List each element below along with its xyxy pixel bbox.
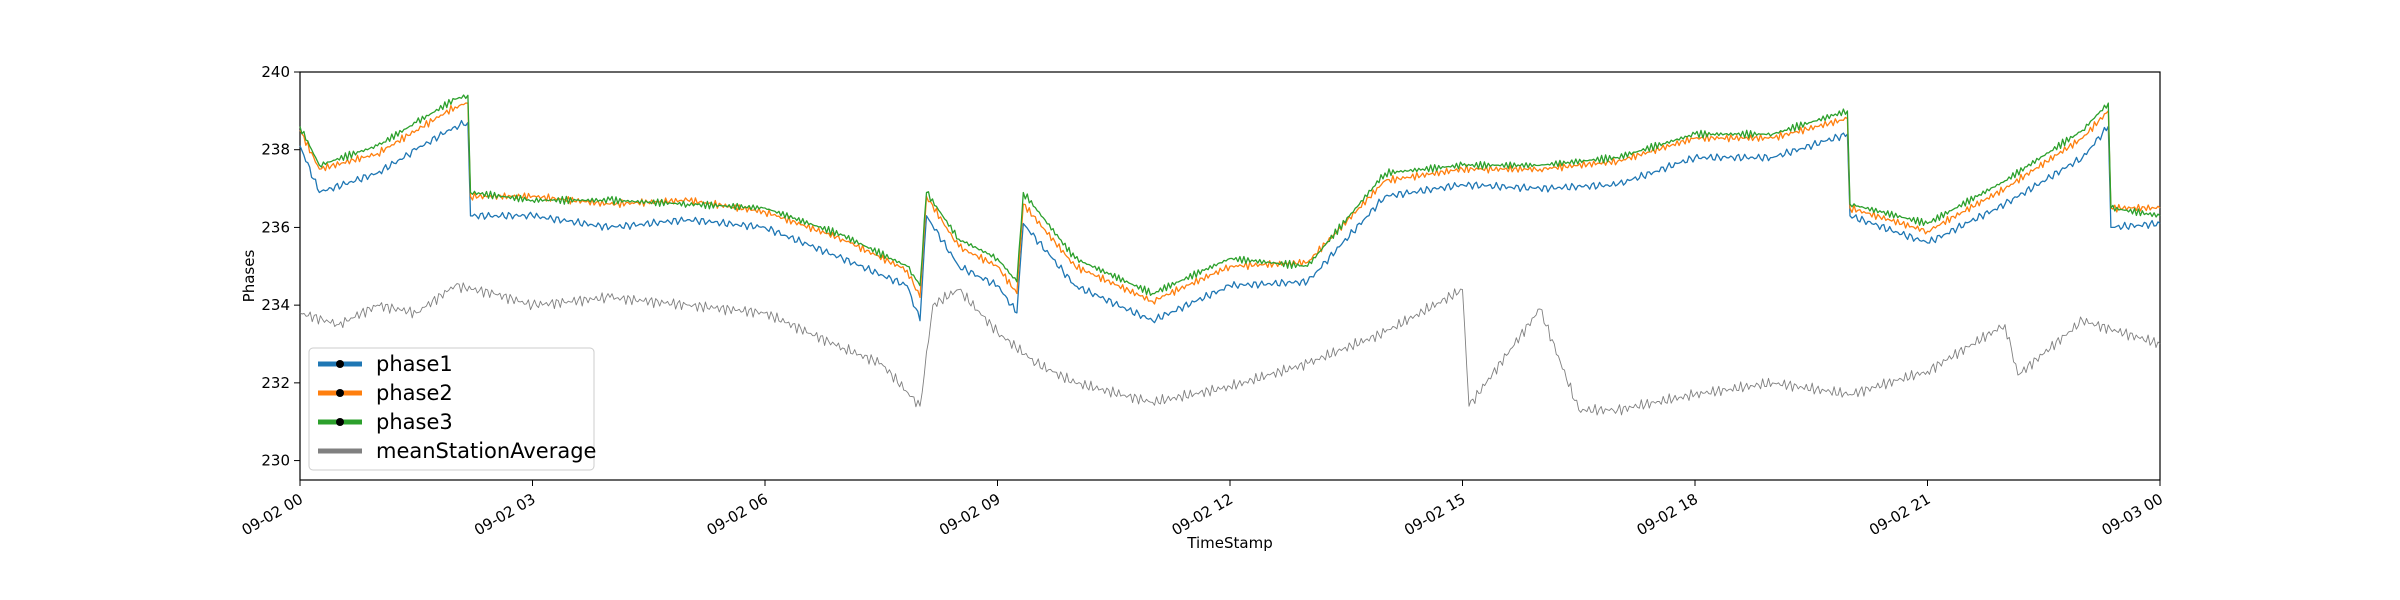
legend-marker-phase2 — [336, 389, 344, 397]
legend-label-phase3: phase3 — [376, 410, 453, 434]
y-tick-label: 236 — [261, 218, 290, 236]
series-line-phase1 — [299, 119, 2161, 324]
y-axis-ticks: 230 232 234 236 238 240 — [261, 63, 300, 470]
legend: phase1 phase2 phase3 meanStationAverage — [308, 347, 596, 471]
y-tick-label: 240 — [261, 63, 290, 81]
series-layer — [299, 94, 2161, 416]
legend-marker-phase3 — [336, 418, 344, 426]
series-line-phase3 — [299, 94, 2161, 296]
legend-label-phase1: phase1 — [376, 352, 453, 376]
series-line-mean-station-average — [299, 282, 2161, 416]
plot-area — [299, 71, 2161, 481]
y-tick-label: 234 — [261, 296, 290, 314]
plot-frame — [299, 71, 2161, 481]
legend-label-phase2: phase2 — [376, 381, 453, 405]
y-tick-label: 238 — [261, 141, 290, 159]
y-axis-label: Phases — [240, 250, 258, 303]
legend-frame — [308, 347, 595, 471]
x-axis-label: TimeStamp — [1186, 534, 1272, 552]
y-tick-label: 230 — [261, 452, 290, 470]
y-tick-label: 232 — [261, 374, 290, 392]
series-line-phase2 — [299, 102, 2161, 305]
legend-label-mean-station-average: meanStationAverage — [376, 439, 596, 463]
legend-marker-phase1 — [336, 360, 344, 368]
